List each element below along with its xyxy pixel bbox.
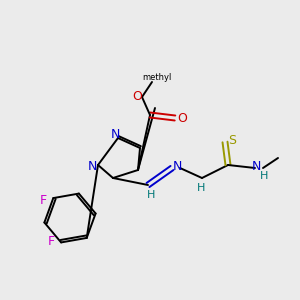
Text: N: N <box>87 160 97 173</box>
Text: F: F <box>47 235 55 248</box>
Text: N: N <box>251 160 261 172</box>
Text: methyl: methyl <box>142 73 172 82</box>
Text: H: H <box>260 171 268 181</box>
Text: H: H <box>197 183 205 193</box>
Text: F: F <box>40 194 47 207</box>
Text: O: O <box>177 112 187 125</box>
Text: S: S <box>228 134 236 146</box>
Text: N: N <box>110 128 120 140</box>
Text: N: N <box>172 160 182 173</box>
Text: H: H <box>147 190 155 200</box>
Text: O: O <box>132 89 142 103</box>
